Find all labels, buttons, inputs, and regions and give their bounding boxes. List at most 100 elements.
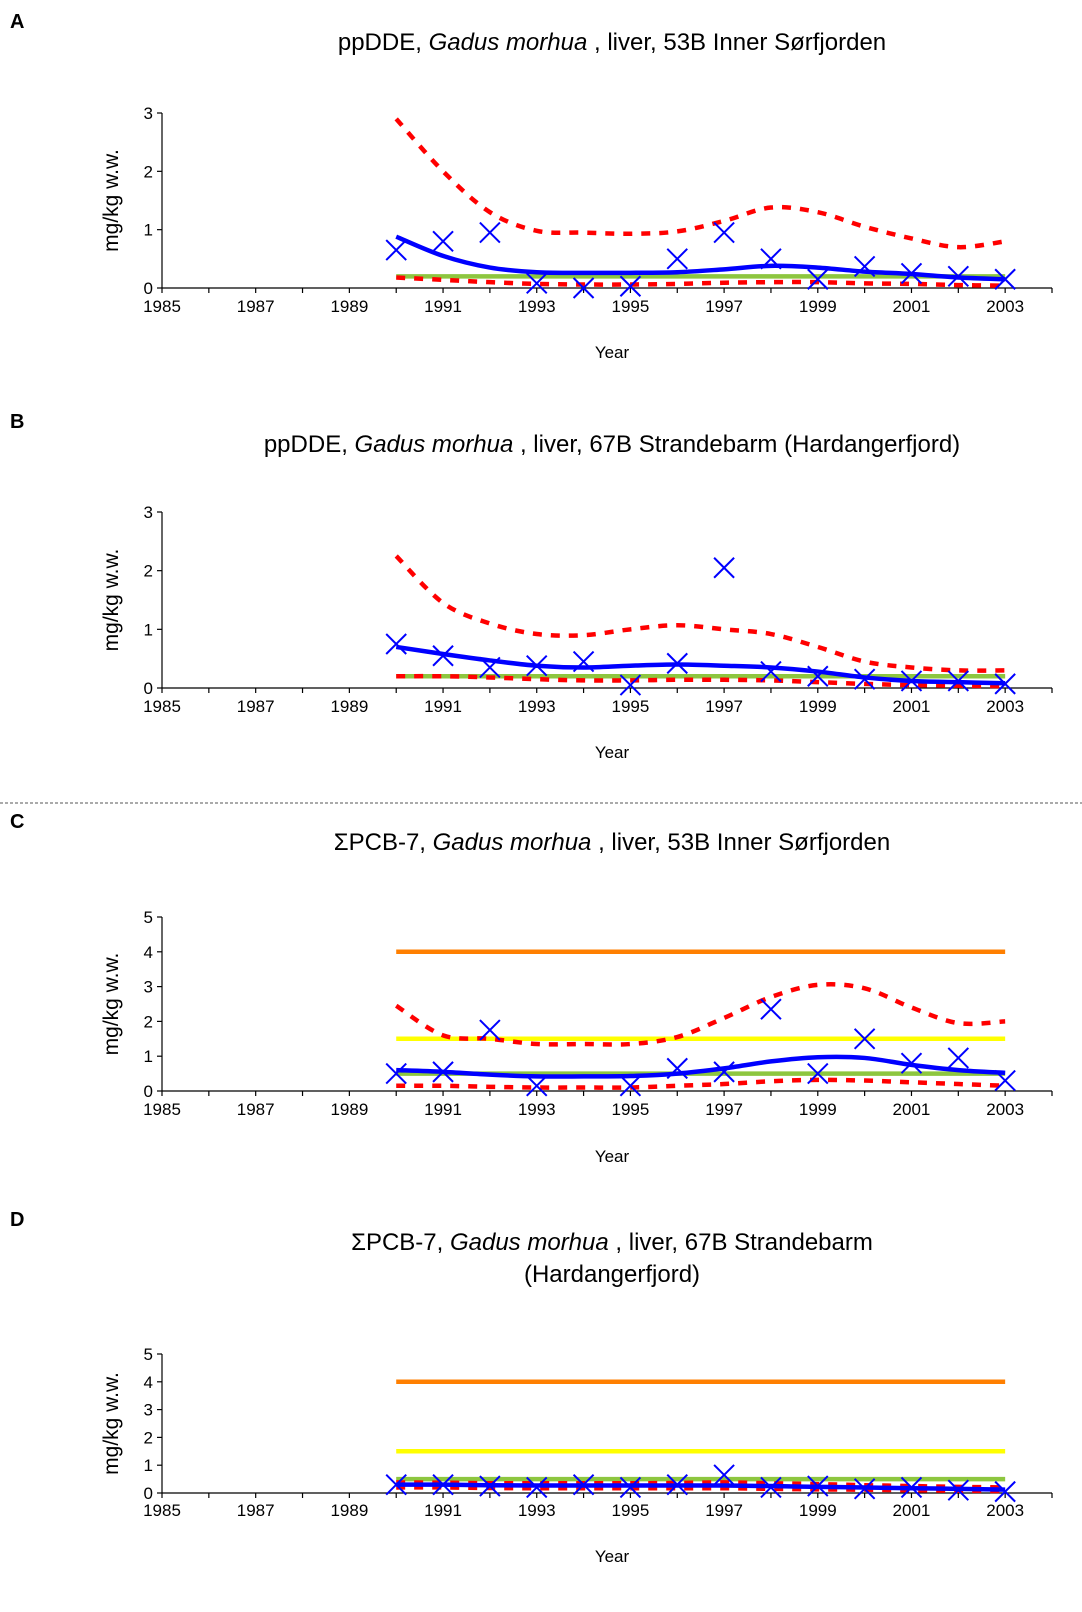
lower-ci-line: [396, 275, 1006, 288]
chart-title-part: Gadus morhua: [433, 829, 592, 856]
panel-letter: C: [10, 811, 24, 833]
chart-title-part: ΣPCB-7,: [351, 1229, 450, 1256]
x-tick-label: 1985: [143, 1501, 181, 1520]
data-point-marker: [526, 654, 548, 677]
data-point-marker: [994, 268, 1016, 290]
x-tick-label: 2001: [893, 697, 931, 716]
chart-title-part: Gadus morhua: [355, 431, 514, 458]
x-axis-label: Year: [595, 343, 630, 362]
chart-title-part: Gadus morhua: [450, 1229, 609, 1256]
data-point-marker: [713, 1464, 735, 1486]
data-point-marker: [900, 1476, 923, 1499]
y-axis-label: mg/kg w.w.: [100, 149, 123, 252]
trend-line: [395, 644, 1006, 686]
chart-title-part: , liver, 53B Inner Sørfjorden: [591, 829, 890, 856]
data-point-marker: [479, 1019, 501, 1041]
data-point-marker: [853, 668, 876, 690]
chart-title: ΣPCB-7, Gadus morhua , liver, 53B Inner …: [334, 829, 890, 856]
data-point-marker: [947, 670, 970, 692]
x-tick-label: 1997: [705, 1501, 743, 1520]
x-tick-label: 1997: [705, 1100, 743, 1119]
lower-ci-line: [396, 1077, 1006, 1090]
x-tick-label: 2001: [893, 297, 931, 316]
y-tick-label: 0: [144, 279, 153, 298]
data-point-marker: [479, 221, 501, 244]
data-point-marker: [853, 1478, 876, 1500]
x-tick-label: 1987: [237, 1100, 275, 1119]
data-point-marker: [385, 239, 407, 261]
x-tick-label: 2003: [986, 1100, 1024, 1119]
x-tick-label: 1997: [705, 697, 743, 716]
data-point-marker: [807, 665, 829, 687]
x-tick-label: 1989: [330, 697, 368, 716]
data-point-marker: [760, 248, 782, 270]
data-point-marker: [666, 248, 688, 270]
y-tick-label: 3: [144, 978, 153, 997]
data-point-marker: [760, 998, 782, 1020]
data-point-marker: [432, 1061, 454, 1083]
x-tick-label: 1999: [799, 1100, 837, 1119]
x-tick-label: 1999: [799, 1501, 837, 1520]
y-tick-label: 5: [144, 908, 153, 927]
data-point-marker: [432, 230, 454, 253]
data-markers: [385, 1464, 1016, 1503]
x-tick-label: 1989: [330, 1100, 368, 1119]
x-tick-label: 1999: [799, 297, 837, 316]
data-point-marker: [760, 660, 782, 683]
y-tick-label: 2: [144, 1428, 153, 1447]
data-point-marker: [619, 1075, 642, 1097]
data-point-marker: [994, 1480, 1016, 1503]
x-tick-label: 2003: [986, 697, 1024, 716]
chart-title-part: , liver, 53B Inner Sørfjorden: [587, 29, 886, 56]
data-point-marker: [572, 277, 595, 299]
chart-title-part: Gadus morhua: [429, 29, 588, 56]
x-tick-label: 1995: [612, 697, 650, 716]
data-point-marker: [432, 645, 454, 667]
y-tick-label: 5: [144, 1345, 153, 1364]
data-point-marker: [713, 557, 735, 579]
panel-letter: B: [10, 411, 24, 433]
data-point-marker: [479, 1475, 501, 1497]
data-point-marker: [385, 633, 407, 655]
x-tick-label: 1993: [518, 1501, 556, 1520]
x-tick-label: 1991: [424, 1100, 462, 1119]
x-tick-label: 1991: [424, 1501, 462, 1520]
y-tick-label: 3: [144, 503, 153, 522]
chart-panel-d: D ΣPCB-7, Gadus morhua , liver, 67B Stran…: [10, 1209, 1053, 1566]
y-tick-label: 0: [144, 1484, 153, 1503]
chart-title: ppDDE, Gadus morhua , liver, 53B Inner S…: [338, 29, 886, 56]
x-tick-label: 1991: [424, 697, 462, 716]
data-point-marker: [853, 255, 876, 278]
data-point-marker: [526, 1476, 548, 1499]
x-tick-label: 1997: [705, 297, 743, 316]
data-point-marker: [947, 1479, 970, 1501]
x-tick-label: 2001: [893, 1100, 931, 1119]
data-point-marker: [619, 674, 642, 696]
data-point-marker: [947, 265, 970, 288]
upper-ci-line: [394, 117, 1006, 250]
data-markers: [385, 221, 1016, 299]
y-axis-label: mg/kg w.w.: [100, 1372, 123, 1475]
x-tick-label: 2003: [986, 1501, 1024, 1520]
y-tick-label: 1: [144, 1047, 153, 1066]
x-tick-label: 1993: [518, 297, 556, 316]
y-axis-label: mg/kg w.w.: [100, 953, 123, 1056]
y-axis-label: mg/kg w.w.: [100, 549, 123, 652]
y-tick-label: 1: [144, 221, 153, 240]
data-point-marker: [479, 656, 501, 679]
trend-line: [396, 1482, 1006, 1492]
x-tick-label: 1993: [518, 1100, 556, 1119]
data-point-marker: [432, 1473, 454, 1496]
x-tick-label: 2003: [986, 297, 1024, 316]
data-point-marker: [713, 1061, 735, 1083]
data-point-marker: [713, 221, 735, 244]
data-point-marker: [900, 262, 923, 285]
y-tick-label: 4: [144, 943, 153, 962]
upper-ci-line: [394, 554, 1006, 673]
data-point-marker: [666, 1473, 688, 1496]
x-tick-label: 1991: [424, 297, 462, 316]
x-axis-label: Year: [595, 743, 630, 762]
x-tick-label: 1993: [518, 697, 556, 716]
